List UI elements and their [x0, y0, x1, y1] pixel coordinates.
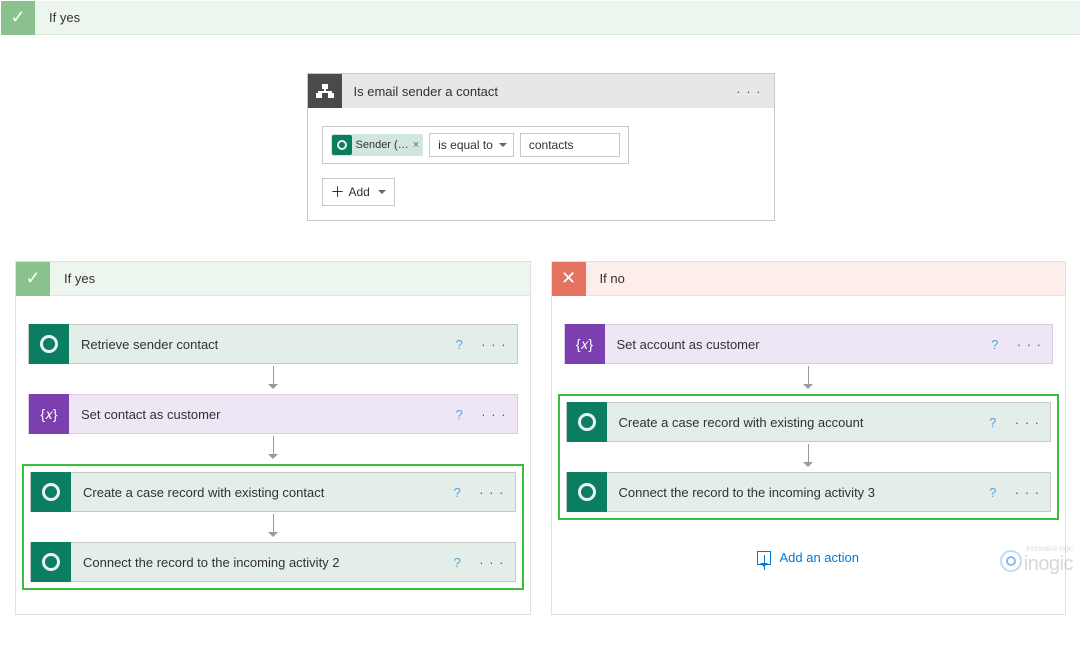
card-label: Create a case record with existing conta… — [71, 485, 445, 500]
card-menu[interactable]: · · · — [471, 407, 516, 422]
top-if-yes-label: If yes — [35, 10, 80, 25]
help-icon[interactable]: ? — [447, 407, 471, 422]
token-label: Sender (… — [356, 139, 409, 151]
add-action-label: Add an action — [779, 550, 859, 565]
help-icon[interactable]: ? — [983, 337, 1007, 352]
watermark: innovative logic inogic — [1000, 545, 1073, 576]
card-label: Connect the record to the incoming activ… — [71, 555, 445, 570]
help-icon[interactable]: ? — [981, 485, 1005, 500]
retrieve-sender-card[interactable]: Retrieve sender contact ? · · · — [28, 324, 518, 364]
watermark-icon — [1000, 550, 1022, 572]
help-icon[interactable]: ? — [445, 485, 469, 500]
card-menu[interactable]: · · · — [1007, 337, 1052, 352]
if-no-header: ✕ If no — [552, 262, 1066, 296]
if-no-label: If no — [586, 271, 625, 286]
condition-title: Is email sender a contact — [342, 84, 725, 99]
value-input[interactable]: contacts — [520, 133, 620, 157]
arrow-icon — [807, 442, 809, 472]
if-yes-branch: ✓ If yes Retrieve sender contact ? · · ·… — [15, 261, 531, 615]
condition-more-menu[interactable]: · · · — [724, 84, 773, 99]
card-menu[interactable]: · · · — [1005, 415, 1050, 430]
condition-header: Is email sender a contact · · · — [308, 74, 774, 108]
condition-row: Sender (… × is equal to contacts — [322, 126, 629, 164]
top-if-yes-header: ✓ If yes — [1, 1, 1080, 35]
condition-card[interactable]: Is email sender a contact · · · Sender (… — [307, 73, 775, 221]
operator-select[interactable]: is equal to — [429, 133, 514, 157]
help-icon[interactable]: ? — [445, 555, 469, 570]
card-label: Retrieve sender contact — [69, 337, 447, 352]
watermark-brand: inogic — [1024, 553, 1073, 575]
card-label: Connect the record to the incoming activ… — [607, 485, 981, 500]
variable-icon: {𝑥} — [29, 394, 69, 434]
set-account-var-card[interactable]: {𝑥} Set account as customer ? · · · — [564, 324, 1054, 364]
plus-icon: ＋ — [331, 179, 345, 205]
card-menu[interactable]: · · · — [469, 555, 514, 570]
watermark-tag: innovative logic — [1024, 545, 1073, 553]
cross-icon: ✕ — [552, 262, 586, 296]
card-label: Set account as customer — [605, 337, 983, 352]
card-menu[interactable]: · · · — [471, 337, 516, 352]
arrow-icon — [272, 512, 274, 542]
cds-icon — [567, 402, 607, 442]
create-case-contact-card[interactable]: Create a case record with existing conta… — [30, 472, 516, 512]
cds-icon — [29, 324, 69, 364]
highlighted-group-no: Create a case record with existing accou… — [558, 394, 1060, 520]
cds-icon — [31, 472, 71, 512]
if-no-branch: ✕ If no {𝑥} Set account as customer ? · … — [551, 261, 1067, 615]
card-menu[interactable]: · · · — [469, 485, 514, 500]
variable-icon: {𝑥} — [565, 324, 605, 364]
card-label: Set contact as customer — [69, 407, 447, 422]
arrow-icon — [807, 364, 809, 394]
operand-token[interactable]: Sender (… × — [331, 134, 424, 156]
arrow-icon — [272, 434, 274, 464]
highlighted-group-yes: Create a case record with existing conta… — [22, 464, 524, 590]
if-yes-header: ✓ If yes — [16, 262, 530, 296]
condition-icon — [308, 74, 342, 108]
set-contact-var-card[interactable]: {𝑥} Set contact as customer ? · · · — [28, 394, 518, 434]
arrow-icon — [272, 364, 274, 394]
cds-icon — [332, 135, 352, 155]
remove-token-icon[interactable]: × — [413, 139, 419, 151]
create-case-account-card[interactable]: Create a case record with existing accou… — [566, 402, 1052, 442]
chevron-down-icon — [374, 179, 386, 205]
add-an-action-button[interactable]: Add an action — [757, 550, 859, 565]
card-label: Create a case record with existing accou… — [607, 415, 981, 430]
add-label: Add — [349, 179, 370, 205]
help-icon[interactable]: ? — [981, 415, 1005, 430]
cds-icon — [567, 472, 607, 512]
help-icon[interactable]: ? — [447, 337, 471, 352]
if-yes-label: If yes — [50, 271, 95, 286]
cds-icon — [31, 542, 71, 582]
connect-activity-2-card[interactable]: Connect the record to the incoming activ… — [30, 542, 516, 582]
add-condition-button[interactable]: ＋ Add — [322, 178, 395, 206]
check-icon: ✓ — [1, 1, 35, 35]
add-action-icon — [757, 551, 771, 565]
card-menu[interactable]: · · · — [1005, 485, 1050, 500]
check-icon: ✓ — [16, 262, 50, 296]
connect-activity-3-card[interactable]: Connect the record to the incoming activ… — [566, 472, 1052, 512]
